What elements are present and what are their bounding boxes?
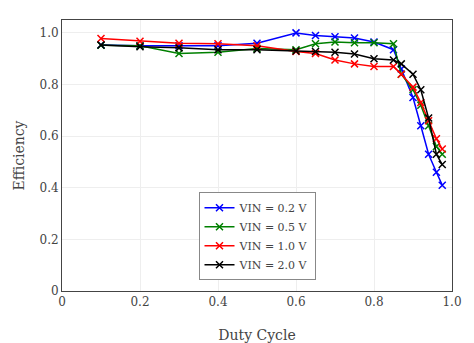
svg-text:Efficiency: Efficiency	[11, 120, 27, 190]
svg-text:0.2: 0.2	[40, 233, 59, 247]
svg-text:0.6: 0.6	[286, 295, 305, 309]
svg-text:0.4: 0.4	[40, 181, 59, 195]
svg-text:VIN = 2.0 V: VIN = 2.0 V	[239, 259, 308, 272]
svg-text:VIN = 1.0 V: VIN = 1.0 V	[239, 240, 308, 253]
svg-text:1.0: 1.0	[442, 295, 461, 309]
svg-text:VIN = 0.2 V: VIN = 0.2 V	[239, 202, 308, 215]
svg-text:0: 0	[58, 295, 66, 309]
svg-text:0.6: 0.6	[40, 129, 59, 143]
svg-text:Duty Cycle: Duty Cycle	[218, 327, 295, 343]
svg-text:0.4: 0.4	[208, 295, 227, 309]
svg-text:VIN = 0.5 V: VIN = 0.5 V	[239, 221, 308, 234]
svg-text:0.8: 0.8	[40, 78, 59, 92]
svg-text:0: 0	[51, 284, 59, 298]
svg-text:1.0: 1.0	[40, 26, 59, 40]
svg-text:0.2: 0.2	[130, 295, 149, 309]
svg-text:0.8: 0.8	[364, 295, 383, 309]
